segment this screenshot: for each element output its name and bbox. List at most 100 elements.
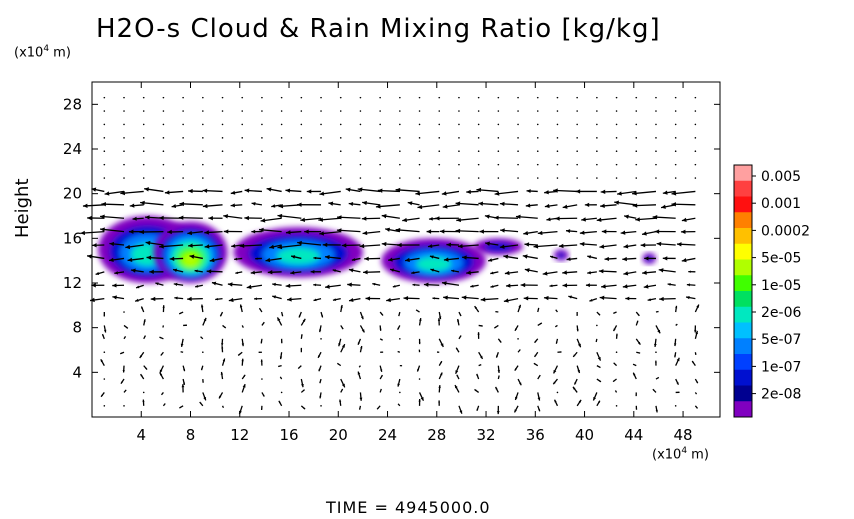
wind-vector	[339, 137, 342, 139]
wind-vector	[202, 163, 204, 166]
wind-vector-head	[398, 403, 400, 405]
wind-vector	[458, 96, 460, 99]
wind-vector	[300, 150, 303, 153]
wind-vector	[674, 405, 677, 407]
wind-vector-head	[675, 305, 678, 309]
wind-vector-head	[681, 257, 687, 263]
wind-vector	[674, 110, 677, 112]
wind-vector-head	[555, 325, 557, 327]
wind-vector-head	[361, 329, 365, 333]
wind-vector-head	[480, 297, 486, 302]
wind-vector-head	[587, 270, 591, 275]
wind-vector-head	[127, 257, 133, 263]
wind-vector-head	[380, 388, 382, 391]
wind-vector-head	[438, 316, 442, 320]
wind-vector-head	[397, 242, 402, 248]
wind-vector	[123, 150, 125, 153]
wind-vector	[399, 391, 401, 394]
wind-vector-head	[577, 369, 580, 373]
wind-vector-head	[328, 201, 334, 206]
wind-vector-head	[267, 270, 273, 275]
wind-vector-head	[129, 203, 135, 208]
wind-vector	[674, 137, 677, 139]
wind-vector-head	[262, 394, 265, 397]
wind-vector	[202, 96, 204, 99]
wind-vector-head	[223, 214, 229, 219]
wind-vector-head	[306, 189, 312, 194]
wind-vector	[320, 150, 322, 153]
wind-vector-head	[188, 188, 193, 194]
wind-vector-head	[278, 203, 284, 209]
wind-vector-head	[262, 322, 265, 324]
colorbar-frame	[733, 164, 753, 418]
wind-vector-head	[223, 229, 229, 234]
wind-vector-head	[272, 295, 277, 299]
wind-vector-head	[671, 202, 676, 207]
wind-vector-head	[466, 189, 471, 195]
wind-vector-head	[625, 296, 630, 301]
wind-vector-head	[499, 340, 502, 343]
wind-vector	[556, 137, 559, 139]
wind-vector	[339, 150, 342, 153]
wind-vector	[438, 177, 441, 179]
wind-vector-head	[300, 347, 303, 350]
wind-vector	[596, 150, 598, 153]
x-unit-label: (x104 m)	[652, 446, 709, 463]
wind-vector	[556, 150, 559, 153]
wind-vector	[142, 163, 145, 166]
wind-vector-head	[418, 399, 421, 402]
wind-vector-head	[652, 215, 658, 220]
wind-vector-head	[496, 355, 499, 358]
wind-vector-head	[120, 190, 126, 196]
wind-vector	[379, 123, 381, 126]
wind-vector	[280, 391, 283, 394]
wind-vector	[103, 123, 106, 126]
wind-vector	[221, 177, 224, 179]
wind-vector	[497, 96, 500, 99]
wind-vector-head	[101, 394, 103, 397]
wind-vector-head	[555, 341, 558, 344]
wind-vector-head	[519, 382, 522, 386]
wind-vector	[418, 96, 421, 99]
wind-vector-head	[455, 228, 461, 234]
wind-vector	[182, 177, 184, 179]
wind-vector-head	[281, 314, 284, 317]
wind-vector-head	[234, 257, 238, 261]
x-tick-label: 16	[279, 426, 298, 444]
wind-vector	[517, 338, 519, 340]
time-label: TIME	[326, 498, 369, 517]
wind-vector	[576, 150, 578, 153]
wind-vector	[576, 163, 578, 166]
cloud-layer	[556, 252, 566, 259]
wind-vector-head	[164, 190, 170, 195]
wind-vector-head	[277, 213, 283, 219]
wind-vector-head	[269, 244, 275, 249]
wind-vector-head	[476, 408, 479, 411]
wind-vector-head	[446, 242, 451, 247]
wind-vector	[497, 123, 500, 126]
wind-vector-head	[550, 255, 554, 259]
wind-vector-head	[642, 270, 647, 275]
wind-vector-head	[357, 342, 360, 345]
wind-vector-head	[250, 270, 255, 275]
wind-vector	[261, 150, 263, 153]
wind-vector-head	[172, 268, 178, 273]
wind-vector-head	[164, 403, 166, 405]
wind-vector-head	[150, 296, 156, 302]
wind-vector-head	[518, 304, 521, 308]
wind-vector-head	[180, 351, 182, 353]
wind-vector	[615, 96, 618, 99]
wind-vector-head	[385, 227, 390, 232]
wind-vector	[399, 123, 401, 126]
wind-vector-head	[297, 202, 302, 207]
wind-vector-head	[124, 336, 126, 338]
wind-vector-head	[654, 229, 660, 234]
wind-vector	[458, 150, 460, 153]
wind-vector	[162, 163, 165, 166]
wind-vector-head	[538, 375, 541, 377]
wind-vector-field	[80, 96, 700, 415]
wind-vector	[241, 137, 244, 139]
wind-vector-head	[593, 396, 597, 401]
wind-vector-head	[500, 228, 505, 233]
wind-vector-head	[120, 352, 122, 354]
